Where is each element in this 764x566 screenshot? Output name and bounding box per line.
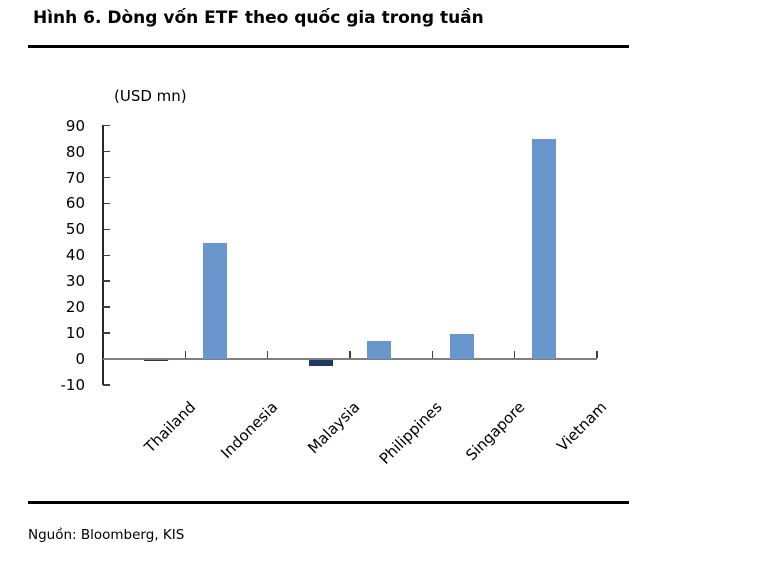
y-axis-unit-label: (USD mn) xyxy=(114,87,187,105)
y-tick-label: 80 xyxy=(65,142,85,161)
y-axis-tick xyxy=(103,254,110,257)
x-axis-tick xyxy=(266,351,269,358)
y-axis-tick xyxy=(103,280,110,282)
bar-vietnam-light-blue-bars xyxy=(531,138,556,359)
x-axis-tick xyxy=(596,351,598,358)
x-axis-tick xyxy=(184,351,187,358)
y-axis-tick xyxy=(103,384,110,386)
y-tick-label: 0 xyxy=(75,350,85,368)
bar-philippines-light-blue-bars xyxy=(367,341,392,359)
y-axis-tick xyxy=(103,176,110,179)
source-note: Nguồn: Bloomberg, KIS xyxy=(28,527,185,543)
y-axis-line xyxy=(102,124,104,385)
x-axis-line xyxy=(103,358,597,360)
y-tick-label: 70 xyxy=(65,168,85,187)
y-axis-tick xyxy=(103,202,110,205)
bar-malaysia-dark-navy-bars xyxy=(308,360,333,366)
y-tick-label: 20 xyxy=(65,298,85,317)
y-axis-tick xyxy=(103,306,110,308)
x-tick-label: Malaysia xyxy=(304,398,364,458)
y-axis-tick xyxy=(103,228,110,231)
title-underline-rule xyxy=(28,45,629,48)
y-tick-label: 40 xyxy=(65,246,85,265)
y-tick-label: 50 xyxy=(65,220,85,239)
bar-singapore-light-blue-bars xyxy=(449,334,474,359)
x-tick-label: Thailand xyxy=(140,398,199,457)
x-tick-label: Singapore xyxy=(461,398,529,465)
x-axis-tick xyxy=(431,351,434,358)
x-tick-label: Indonesia xyxy=(217,398,282,463)
y-axis-tick xyxy=(103,332,110,334)
x-tick-label: Philippines xyxy=(376,398,446,468)
y-tick-label: -10 xyxy=(60,375,86,394)
y-axis-tick xyxy=(103,150,110,153)
figure-title: Hình 6. Dòng vốn ETF theo quốc gia trong… xyxy=(33,8,484,28)
bar-thailand-dark-navy-bars xyxy=(144,360,169,361)
y-tick-label: 30 xyxy=(65,272,85,291)
x-axis-tick xyxy=(513,351,516,358)
y-tick-label: 90 xyxy=(65,116,85,135)
bar-indonesia-light-blue-bars xyxy=(202,242,227,359)
y-tick-label: 10 xyxy=(65,324,85,343)
y-tick-label: 60 xyxy=(65,194,85,213)
figure-bottom-rule xyxy=(28,501,629,504)
y-axis-tick xyxy=(103,124,110,127)
x-axis-tick xyxy=(349,351,351,358)
x-tick-label: Vietnam xyxy=(553,398,611,455)
